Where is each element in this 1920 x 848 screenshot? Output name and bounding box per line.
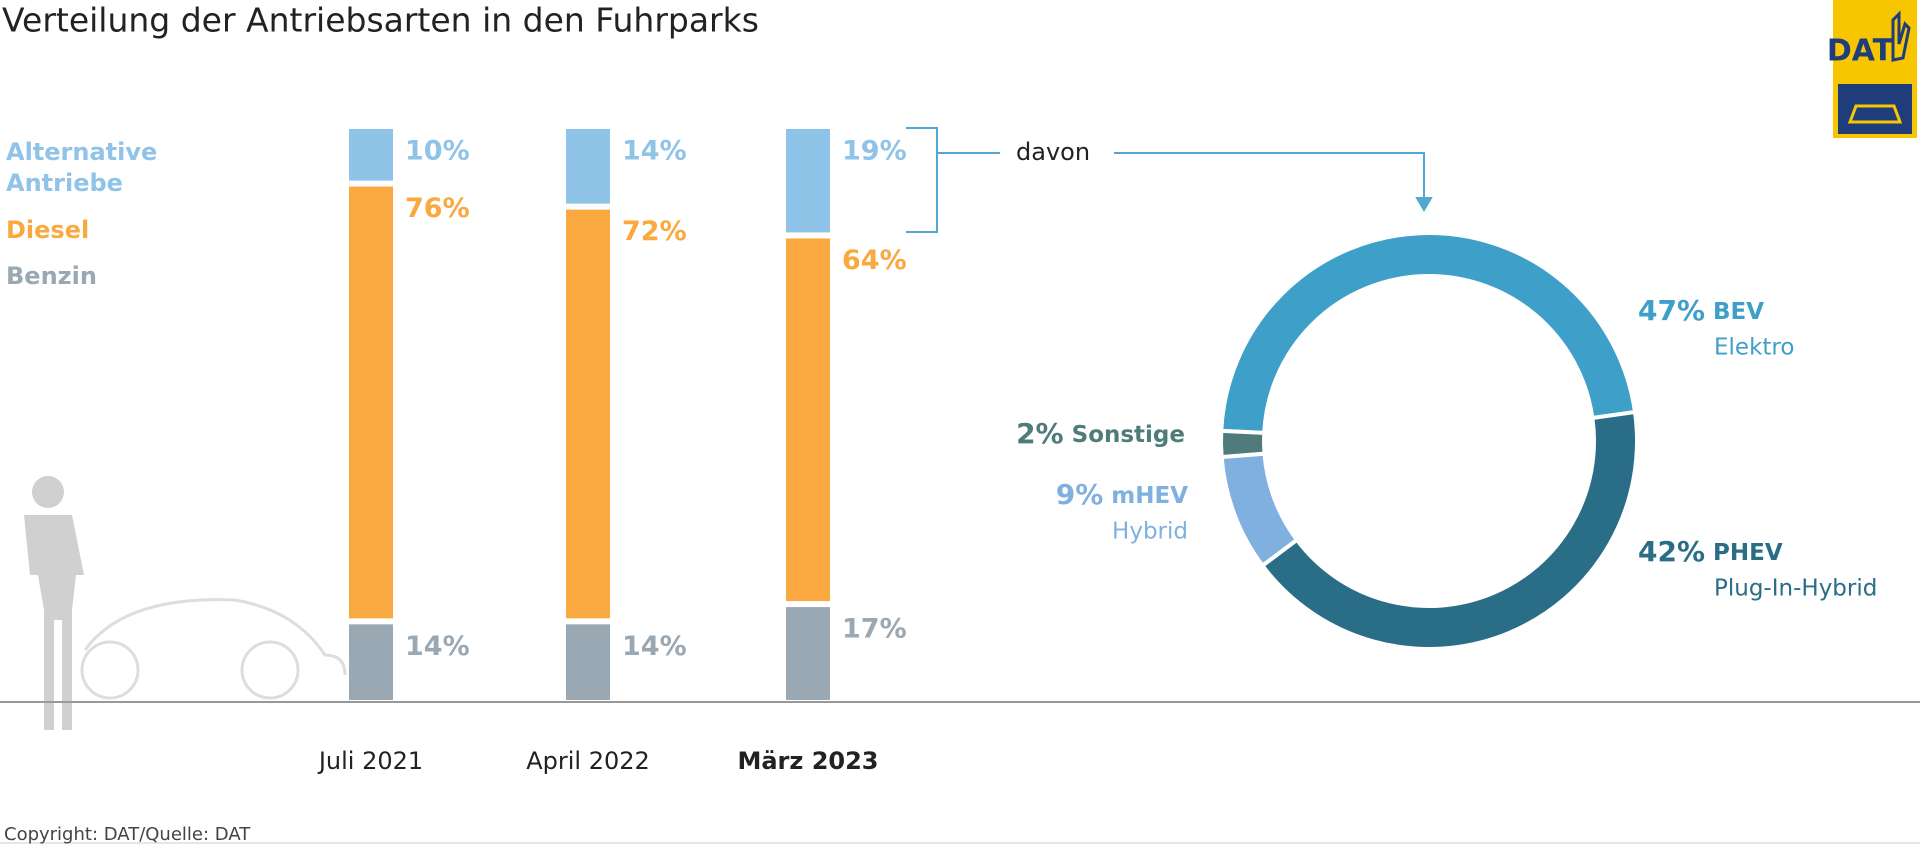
slice-label: 42% PHEV [1638,535,1783,568]
x-tick-label: April 2022 [526,747,650,775]
bar-segment [786,607,830,700]
x-tick-label: März 2023 [737,747,878,775]
bar-segment [349,186,393,619]
slice-value: 2% [1016,417,1064,450]
bar-segment [786,129,830,233]
legend-entry: Diesel [6,216,90,244]
source: Copyright: DAT/Quelle: DAT [4,824,251,845]
connector [906,127,1433,233]
value-label: 19% [842,136,907,167]
value-label: 14% [622,136,687,167]
bar-segment [566,209,610,619]
donut-slice [1219,428,1267,460]
slice-name: PHEV [1713,540,1783,566]
chart-title: Verteilung der Antriebsarten in den Fuhr… [2,1,759,40]
value-label: 17% [842,614,907,645]
legend-entry: Benzin [6,262,97,290]
bar-segment [349,624,393,700]
bar-segment [349,129,393,181]
value-label: 14% [405,631,470,662]
legend-entry: Alternative Antriebe [6,138,158,197]
bar-segment [566,129,610,204]
bar-segment [786,238,830,602]
slice-value: 9% [1056,478,1104,511]
logo: DAT [1827,0,1917,138]
value-label: 10% [405,136,470,167]
slice-name: mHEV [1111,483,1188,509]
slice-detail: Hybrid [1112,519,1188,545]
value-label: 14% [622,631,687,662]
slice-detail: Elektro [1714,335,1794,361]
slice-detail: Plug-In-Hybrid [1714,576,1877,602]
annotation: davon [1016,138,1090,166]
slice-label: 9% mHEV [1056,478,1188,511]
slice-label: 47% BEV [1638,294,1764,327]
slice-value: 42% [1638,535,1705,568]
value-label: 76% [405,193,470,224]
silhouette [24,476,84,730]
car-outline [80,598,347,700]
x-tick-label: Juli 2021 [317,747,423,775]
donut-slice [1219,231,1638,436]
bar-segment [566,624,610,700]
slice-name: Sonstige [1072,422,1185,448]
slice-name: BEV [1713,299,1764,325]
value-label: 72% [622,216,687,247]
value-label: 64% [842,245,907,276]
donut-slice [1259,409,1639,651]
logo-text: DAT [1827,34,1894,69]
slice-label: 2% Sonstige [1016,417,1185,450]
slice-value: 47% [1638,294,1705,327]
donut-slice [1219,451,1300,569]
